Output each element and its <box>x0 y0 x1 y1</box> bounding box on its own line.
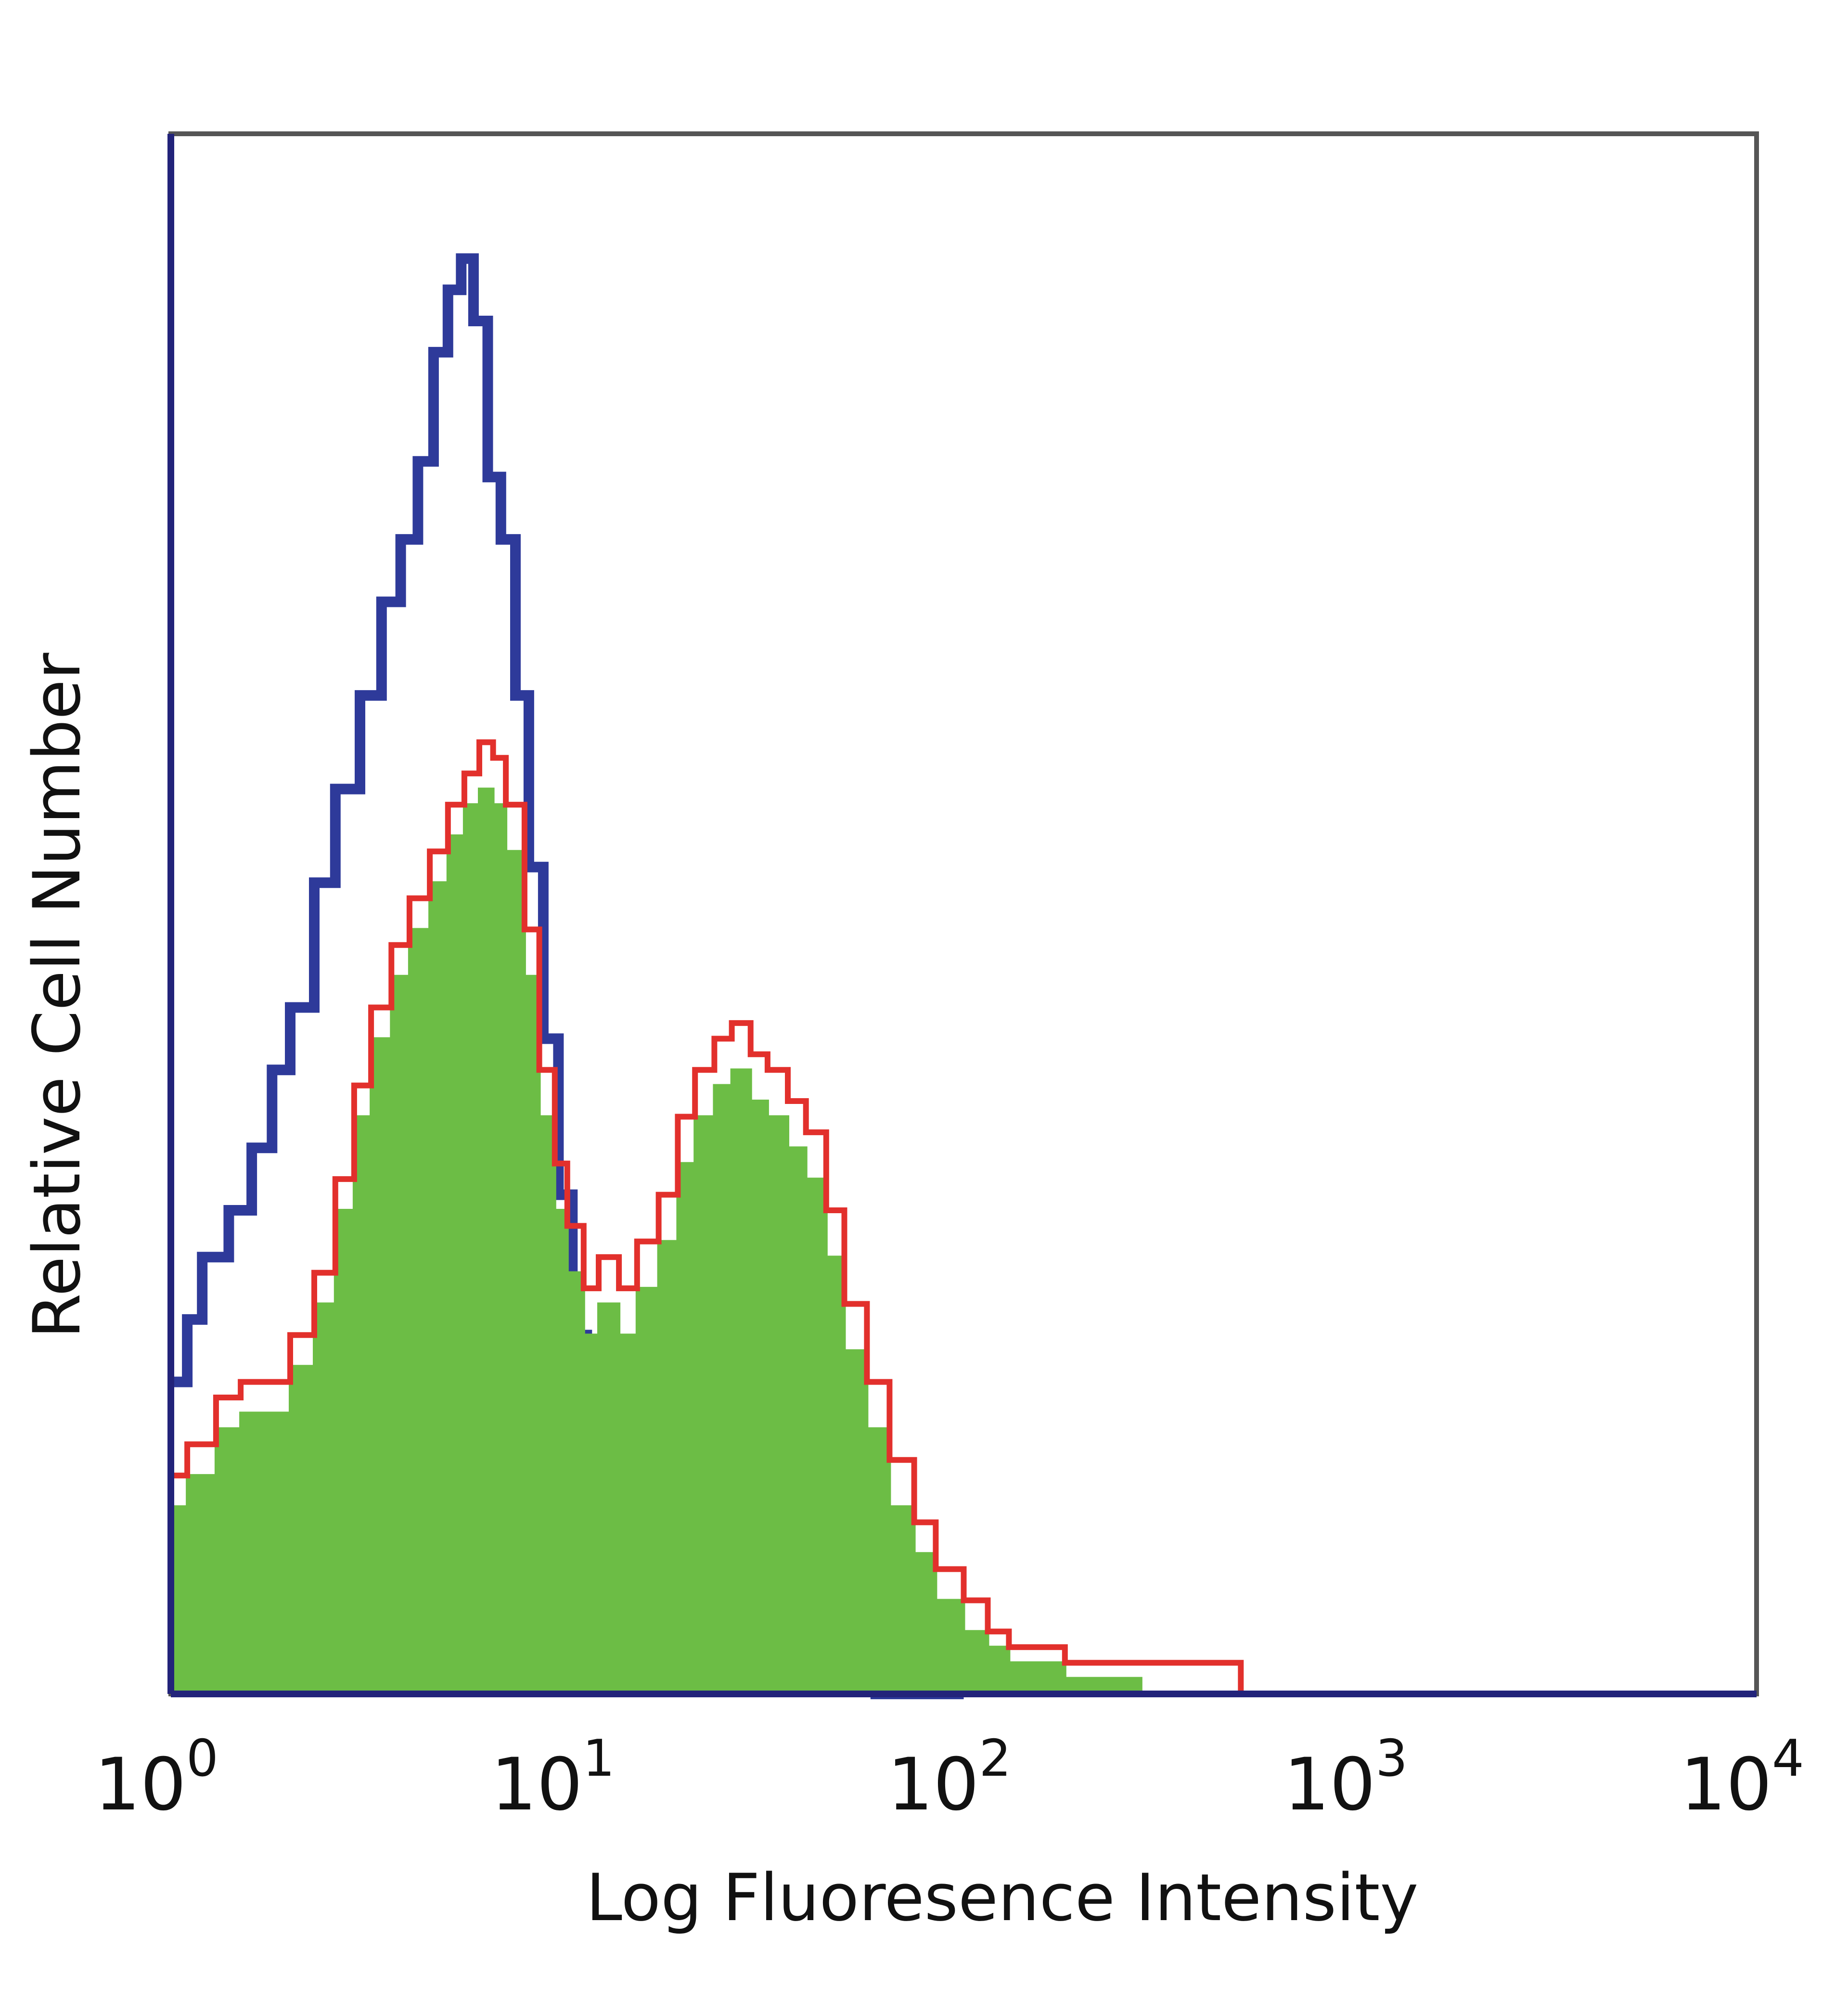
x-axis-ticks: 100 101 102 103 104 <box>94 1729 1804 1827</box>
x-tick-label-3: 103 <box>1283 1729 1408 1827</box>
x-tick-label-2: 102 <box>887 1729 1012 1827</box>
histogram-series-3 <box>169 787 1241 1695</box>
plot-area <box>169 253 1244 1699</box>
y-axis-title: Relative Cell Number <box>19 653 95 1338</box>
x-tick-label-0: 100 <box>94 1729 218 1827</box>
x-axis-title: Log Fluoresence Intensity <box>586 1860 1419 1936</box>
histogram-series-2 <box>171 739 1244 1694</box>
x-tick-label-1: 101 <box>491 1729 615 1827</box>
x-tick-label-4: 104 <box>1680 1729 1804 1827</box>
